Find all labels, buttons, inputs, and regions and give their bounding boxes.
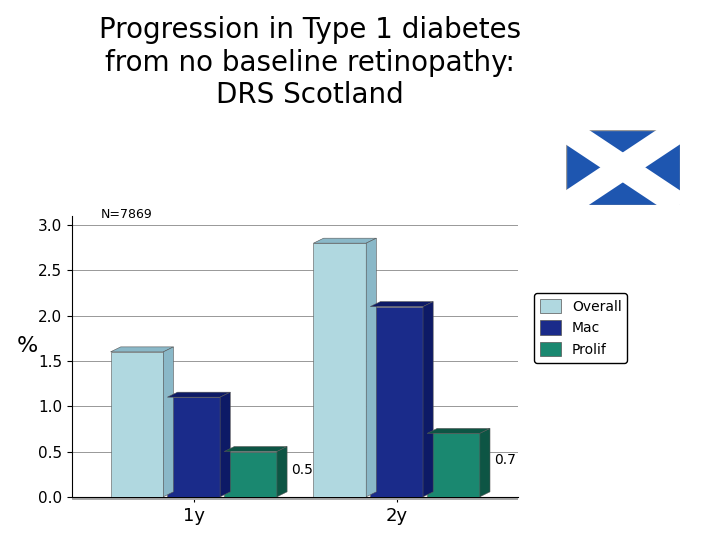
Text: 0.7: 0.7 xyxy=(494,454,516,468)
Polygon shape xyxy=(366,238,377,497)
Polygon shape xyxy=(220,392,230,497)
Text: 0.5: 0.5 xyxy=(291,463,313,477)
Polygon shape xyxy=(163,347,174,497)
Bar xyxy=(370,307,423,497)
Y-axis label: %: % xyxy=(17,336,37,356)
Bar xyxy=(224,451,277,497)
Polygon shape xyxy=(427,428,490,434)
Text: N=7869: N=7869 xyxy=(100,207,152,220)
Bar xyxy=(167,397,220,497)
Legend: Overall, Mac, Prolif: Overall, Mac, Prolif xyxy=(534,293,627,362)
Polygon shape xyxy=(480,428,490,497)
Bar xyxy=(111,352,163,497)
Polygon shape xyxy=(370,302,433,307)
Text: Progression in Type 1 diabetes
from no baseline retinopathy:
DRS Scotland: Progression in Type 1 diabetes from no b… xyxy=(99,16,521,109)
Bar xyxy=(313,243,366,497)
Bar xyxy=(427,434,480,497)
Polygon shape xyxy=(423,302,433,497)
Polygon shape xyxy=(277,447,287,497)
Polygon shape xyxy=(111,347,174,352)
Bar xyxy=(72,497,518,501)
Polygon shape xyxy=(313,238,377,243)
Polygon shape xyxy=(224,447,287,451)
Polygon shape xyxy=(167,392,230,397)
